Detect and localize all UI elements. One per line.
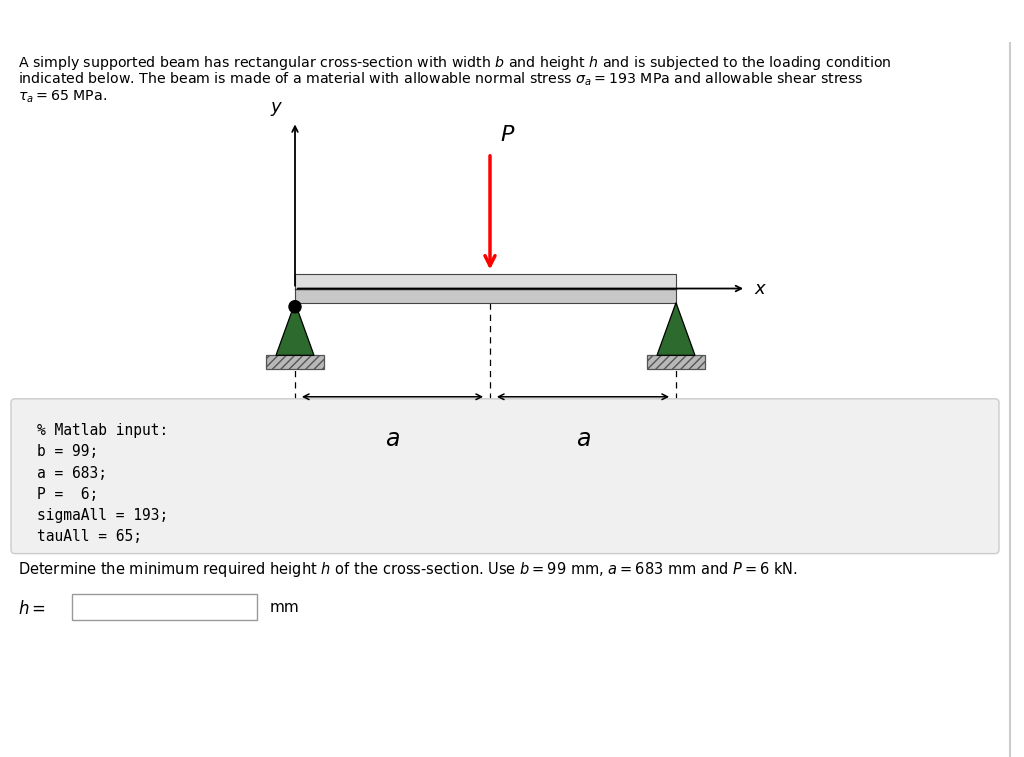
Text: Determine the minimum required height $h$ of the cross-section. Use $b = 99$ mm,: Determine the minimum required height $h… xyxy=(18,559,798,578)
Text: A simply supported beam has rectangular cross-section with width $b$ and height : A simply supported beam has rectangular … xyxy=(18,54,892,72)
Bar xyxy=(295,274,676,288)
Text: % Matlab input:: % Matlab input: xyxy=(37,423,168,438)
Text: b = 99;: b = 99; xyxy=(37,444,98,459)
Text: sigmaAll = 193;: sigmaAll = 193; xyxy=(37,508,168,523)
FancyBboxPatch shape xyxy=(11,399,999,553)
Polygon shape xyxy=(276,303,314,355)
Text: $P$: $P$ xyxy=(500,125,515,145)
Text: tauAll = 65;: tauAll = 65; xyxy=(37,529,142,544)
Bar xyxy=(72,594,257,621)
Text: $h =$: $h =$ xyxy=(18,600,46,618)
Text: a = 683;: a = 683; xyxy=(37,466,106,481)
Text: $x$: $x$ xyxy=(754,279,767,298)
Text: P =  6;: P = 6; xyxy=(37,487,98,502)
Bar xyxy=(266,355,324,369)
Circle shape xyxy=(289,301,301,313)
Text: $\tau_a = 65$ MPa.: $\tau_a = 65$ MPa. xyxy=(18,88,108,104)
Bar xyxy=(647,355,705,369)
Bar xyxy=(295,288,676,303)
Text: mm: mm xyxy=(270,600,300,615)
Text: indicated below. The beam is made of a material with allowable normal stress $\s: indicated below. The beam is made of a m… xyxy=(18,71,863,89)
Text: $y$: $y$ xyxy=(270,99,284,117)
Text: $a$: $a$ xyxy=(385,427,400,451)
Text: HW10.6. Obtain the height of the rectangular beam: HW10.6. Obtain the height of the rectang… xyxy=(12,11,559,30)
Text: $a$: $a$ xyxy=(575,427,591,451)
Polygon shape xyxy=(657,303,695,355)
